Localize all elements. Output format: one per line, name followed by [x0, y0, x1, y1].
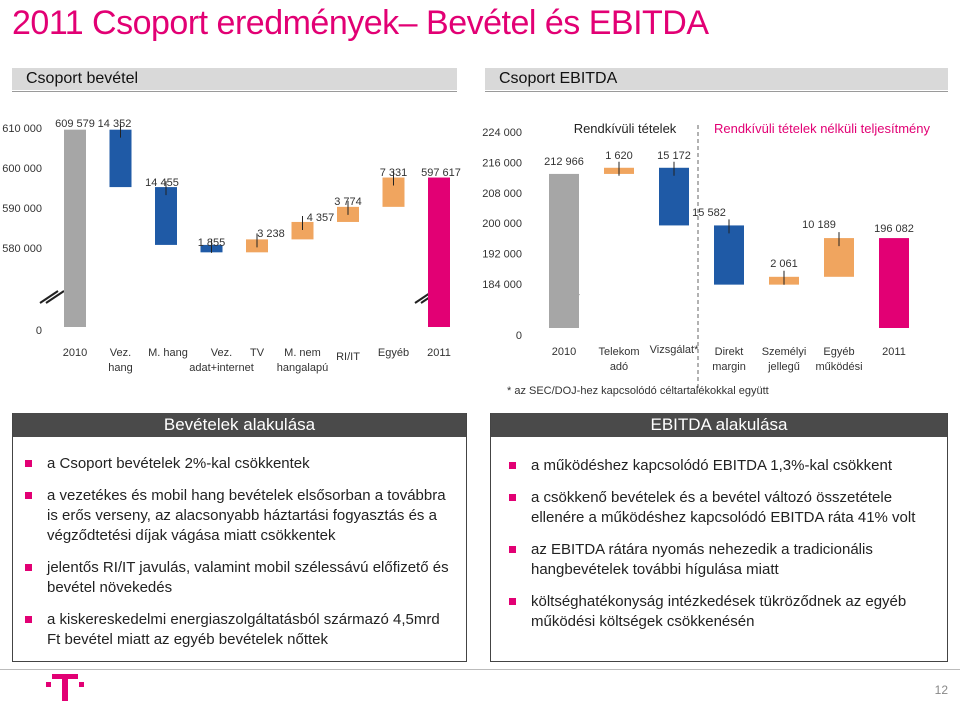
- y-tick-label: 208 000: [482, 188, 522, 200]
- value-label: 597 617: [421, 167, 461, 179]
- bullet-icon: [25, 564, 32, 571]
- bar-8: [428, 177, 450, 327]
- category-label: 2011: [882, 346, 906, 358]
- value-label: 10 189: [802, 219, 836, 231]
- left-section-rule: [12, 91, 457, 92]
- bar-3: [714, 225, 744, 285]
- value-label: 3 238: [257, 228, 285, 240]
- bullet-icon: [509, 494, 516, 501]
- category-label: M. nem hangalapú: [277, 347, 328, 374]
- underlying-performance-header: Rendkívüli tételek nélküli teljesítmény: [714, 121, 931, 136]
- bullet-icon: [25, 616, 32, 623]
- page-number: 12: [934, 683, 948, 697]
- list-item: a vezetékes és mobil hang bevételek első…: [23, 486, 454, 546]
- value-label: 15 582: [692, 207, 726, 219]
- bar-7: [382, 177, 405, 207]
- category-label: Vez. hang: [108, 347, 132, 374]
- bar-1: [109, 129, 132, 188]
- y-tick-label: 184 000: [482, 279, 522, 291]
- bullet-icon: [509, 462, 516, 469]
- list-item: a működéshez kapcsolódó EBITDA 1,3%-kal …: [507, 456, 937, 476]
- list-item: jelentős RI/IT javulás, valamint mobil s…: [23, 558, 454, 598]
- y-tick-label: 580 000: [2, 243, 42, 255]
- bullet-icon: [25, 460, 32, 467]
- value-label: 1 855: [198, 237, 226, 249]
- category-label: Vez. adat+internet: [189, 347, 254, 374]
- y-tick-label: 200 000: [482, 218, 522, 230]
- y-tick-label: 224 000: [482, 127, 522, 139]
- y-tick-label: 600 000: [2, 163, 42, 175]
- revenue-bullet-list: a Csoport bevételek 2%-kal csökkentek a …: [23, 454, 454, 662]
- value-label: 3 774: [334, 196, 362, 208]
- revenue-commentary-box: Bevételek alakulása a Csoport bevételek …: [12, 413, 467, 662]
- category-label: Vizsgálat*: [650, 344, 699, 356]
- bar-2: [155, 187, 177, 245]
- list-item: a csökkenő bevételek és a bevétel változ…: [507, 488, 937, 528]
- category-label: 2010: [552, 346, 576, 358]
- y-tick-label: 0: [36, 325, 42, 337]
- bar-6: [879, 238, 909, 328]
- right-section-rule: [485, 91, 948, 92]
- value-label: 1 620: [605, 150, 633, 162]
- page-title: 2011 Csoport eredmények– Bevétel és EBIT…: [12, 4, 709, 42]
- y-tick-label: 216 000: [482, 157, 522, 169]
- category-label: 2010: [63, 347, 87, 359]
- bullet-icon: [25, 492, 32, 499]
- revenue-commentary-title: Bevételek alakulása: [13, 413, 466, 437]
- value-label: 4 357: [307, 212, 335, 224]
- list-item: költséghatékonyság intézkedések tükröződ…: [507, 592, 937, 632]
- list-item: a kiskereskedelmi energiaszolgáltatásból…: [23, 610, 454, 650]
- category-label: RI/IT: [336, 351, 360, 363]
- value-label: 15 172: [657, 150, 691, 162]
- t-logo-icon: [46, 674, 84, 701]
- value-label: 2 061: [770, 258, 798, 270]
- right-section-label: Csoport EBITDA: [485, 68, 948, 90]
- value-label: 14 352: [98, 118, 132, 130]
- axis-break-mark: [45, 290, 65, 304]
- axis-break-mark: [39, 290, 59, 304]
- chart-footnote: * az SEC/DOJ-hez kapcsolódó céltartaléko…: [507, 385, 769, 397]
- bar-5: [291, 221, 314, 240]
- list-item: az EBITDA rátára nyomás nehezedik a trad…: [507, 540, 937, 580]
- bullet-icon: [509, 598, 516, 605]
- bar-0: [64, 129, 86, 327]
- y-tick-label: 192 000: [482, 249, 522, 261]
- category-label: Telekom adó: [599, 346, 640, 373]
- value-label: 7 331: [380, 167, 408, 179]
- category-label: Egyéb: [378, 347, 409, 359]
- category-label: 2011: [427, 347, 451, 359]
- category-label: TV: [250, 347, 265, 359]
- ebitda-commentary-title: EBITDA alakulása: [491, 413, 947, 437]
- revenue-waterfall-chart: 580 000 590 000 600 000 610 000 0 609 579 2010…: [2, 118, 461, 374]
- category-label: Direkt margin: [712, 346, 746, 373]
- y-tick-label: 590 000: [2, 203, 42, 215]
- value-label: 212 966: [544, 156, 584, 168]
- footer-rule: [0, 669, 960, 670]
- category-label: M. hang: [148, 347, 188, 359]
- category-label: Személyi jellegű: [762, 346, 807, 373]
- bar-0: [549, 173, 579, 328]
- list-item: a Csoport bevételek 2%-kal csökkentek: [23, 454, 454, 474]
- bullet-icon: [509, 546, 516, 553]
- value-label: 14 455: [145, 177, 179, 189]
- value-label: 609 579: [55, 118, 95, 130]
- y-tick-label: 610 000: [2, 123, 42, 135]
- ebitda-bullet-list: a működéshez kapcsolódó EBITDA 1,3%-kal …: [507, 456, 937, 644]
- ebitda-waterfall-chart: 184 000 192 000 200 000 208 000 216 000 224 0…: [482, 121, 931, 397]
- extraordinary-items-header: Rendkívüli tételek: [574, 121, 677, 136]
- category-label: Egyéb működési: [815, 346, 862, 373]
- bar-2: [659, 167, 689, 226]
- value-label: 196 082: [874, 223, 914, 235]
- left-section-label: Csoport bevétel: [12, 68, 457, 90]
- ebitda-commentary-box: EBITDA alakulása a működéshez kapcsolódó…: [490, 413, 948, 662]
- y-tick-label: 0: [516, 330, 522, 342]
